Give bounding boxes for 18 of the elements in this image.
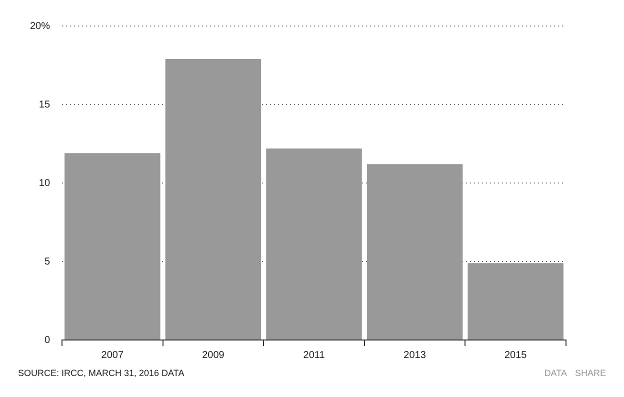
x-tick-label: 2009 [202, 350, 225, 361]
x-tick-label: 2015 [504, 350, 528, 361]
y-tick-label: 5 [44, 256, 50, 268]
y-tick-label: 15 [38, 99, 50, 110]
y-tick-label: 0 [44, 334, 50, 346]
y-tick-label: 20% [30, 20, 50, 32]
source-note: SOURCE: IRCC, MARCH 31, 2016 DATA [18, 368, 184, 378]
text: DATA [544, 368, 567, 378]
bar [266, 148, 362, 340]
text: SHARE [574, 368, 606, 378]
bar [64, 153, 160, 340]
x-tick-label: 2007 [101, 350, 124, 361]
x-tick-label: 2011 [303, 350, 326, 361]
y-tick-label: 10 [38, 178, 50, 189]
bar [468, 263, 564, 340]
x-tick-label: 2013 [404, 350, 426, 361]
bar [366, 164, 463, 340]
bar [165, 58, 262, 340]
